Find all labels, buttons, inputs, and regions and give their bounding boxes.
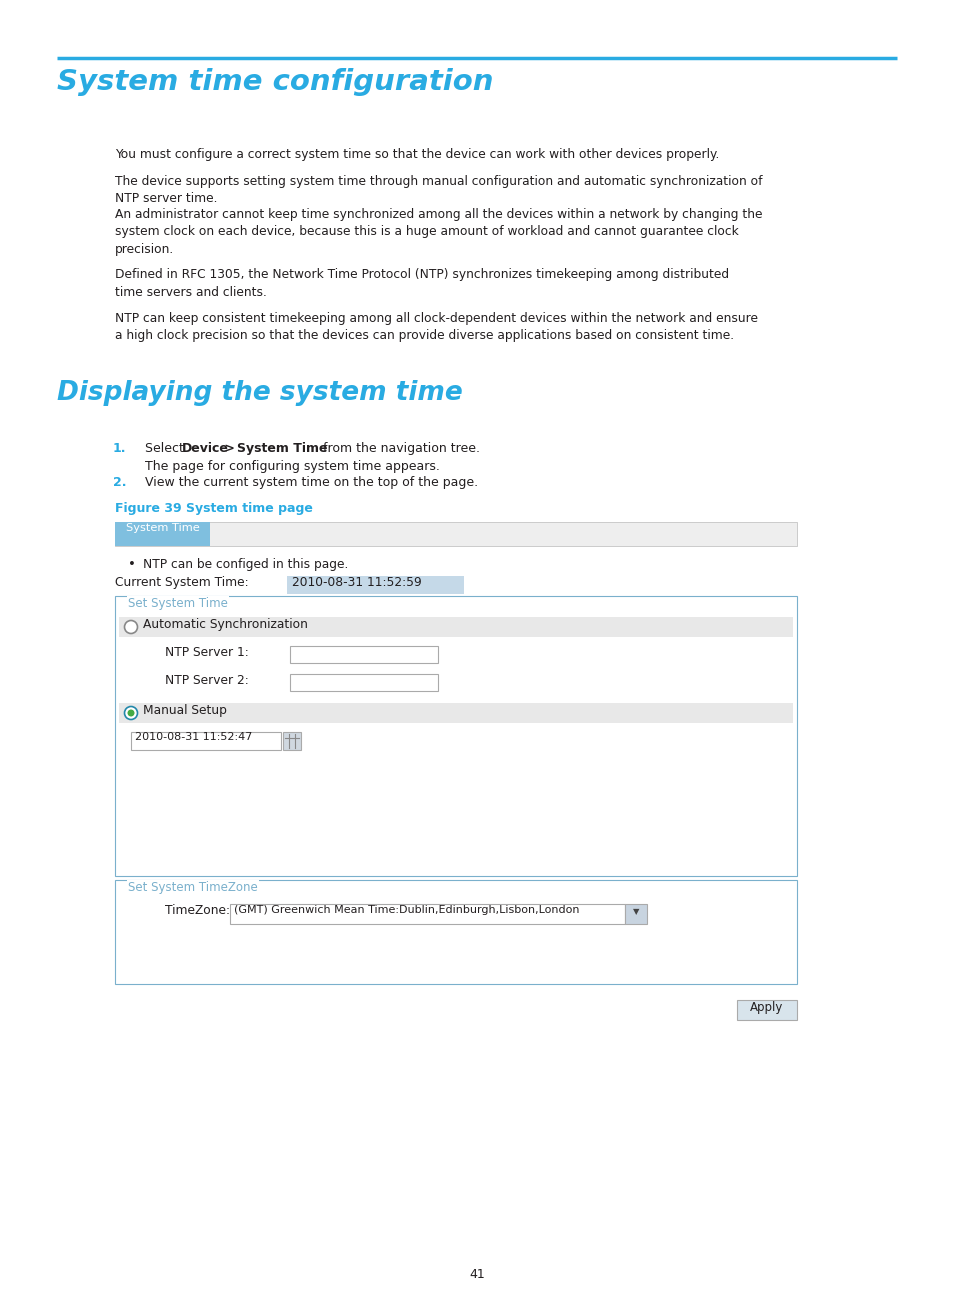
Bar bbox=[230, 905, 624, 924]
Text: System Time: System Time bbox=[236, 442, 327, 455]
Bar bbox=[283, 732, 301, 750]
Text: Defined in RFC 1305, the Network Time Protocol (NTP) synchronizes timekeeping am: Defined in RFC 1305, the Network Time Pr… bbox=[115, 268, 728, 298]
Bar bbox=[115, 522, 210, 546]
Bar bbox=[737, 1001, 796, 1020]
Text: Set System TimeZone: Set System TimeZone bbox=[128, 881, 257, 894]
Text: Set System Time: Set System Time bbox=[128, 597, 228, 610]
Text: You must configure a correct system time so that the device can work with other : You must configure a correct system time… bbox=[115, 148, 719, 161]
Circle shape bbox=[125, 706, 137, 719]
Bar bbox=[131, 732, 281, 750]
Text: ▼: ▼ bbox=[632, 907, 639, 916]
Text: (GMT) Greenwich Mean Time:Dublin,Edinburgh,Lisbon,London: (GMT) Greenwich Mean Time:Dublin,Edinbur… bbox=[233, 905, 578, 915]
Text: 41: 41 bbox=[469, 1267, 484, 1280]
Text: •: • bbox=[128, 559, 135, 572]
Text: System time configuration: System time configuration bbox=[57, 67, 493, 96]
Text: >: > bbox=[220, 442, 239, 455]
Text: The page for configuring system time appears.: The page for configuring system time app… bbox=[145, 460, 439, 473]
Bar bbox=[115, 596, 796, 876]
Text: Figure 39 System time page: Figure 39 System time page bbox=[115, 502, 313, 515]
Bar bbox=[115, 522, 796, 546]
Text: 2.: 2. bbox=[112, 476, 127, 489]
Text: NTP Server 2:: NTP Server 2: bbox=[165, 674, 249, 687]
Text: Displaying the system time: Displaying the system time bbox=[57, 380, 462, 406]
Text: Device: Device bbox=[182, 442, 229, 455]
Bar bbox=[119, 617, 792, 638]
Text: 2010-08-31 11:52:47: 2010-08-31 11:52:47 bbox=[135, 732, 253, 743]
Text: System Time: System Time bbox=[126, 524, 199, 533]
Text: Select: Select bbox=[145, 442, 188, 455]
Text: Apply: Apply bbox=[749, 1001, 782, 1013]
Text: The device supports setting system time through manual configuration and automat: The device supports setting system time … bbox=[115, 175, 761, 206]
Text: 1.: 1. bbox=[112, 442, 127, 455]
Bar bbox=[290, 674, 437, 691]
Bar bbox=[624, 905, 646, 924]
Circle shape bbox=[128, 709, 134, 717]
Text: NTP Server 1:: NTP Server 1: bbox=[165, 645, 249, 658]
Text: from the navigation tree.: from the navigation tree. bbox=[318, 442, 479, 455]
Bar bbox=[115, 880, 796, 984]
Bar bbox=[287, 575, 463, 594]
Text: Manual Setup: Manual Setup bbox=[143, 704, 227, 717]
Text: 2010-08-31 11:52:59: 2010-08-31 11:52:59 bbox=[292, 575, 421, 588]
Text: Automatic Synchronization: Automatic Synchronization bbox=[143, 618, 308, 631]
Text: NTP can keep consistent timekeeping among all clock-dependent devices within the: NTP can keep consistent timekeeping amon… bbox=[115, 312, 758, 342]
Text: NTP can be configed in this page.: NTP can be configed in this page. bbox=[143, 559, 348, 572]
Text: View the current system time on the top of the page.: View the current system time on the top … bbox=[145, 476, 477, 489]
Bar bbox=[290, 645, 437, 664]
Circle shape bbox=[125, 621, 137, 634]
Text: An administrator cannot keep time synchronized among all the devices within a ne: An administrator cannot keep time synchr… bbox=[115, 207, 761, 257]
Bar bbox=[119, 702, 792, 723]
Text: Current System Time:: Current System Time: bbox=[115, 575, 249, 588]
Text: TimeZone:: TimeZone: bbox=[165, 905, 230, 918]
